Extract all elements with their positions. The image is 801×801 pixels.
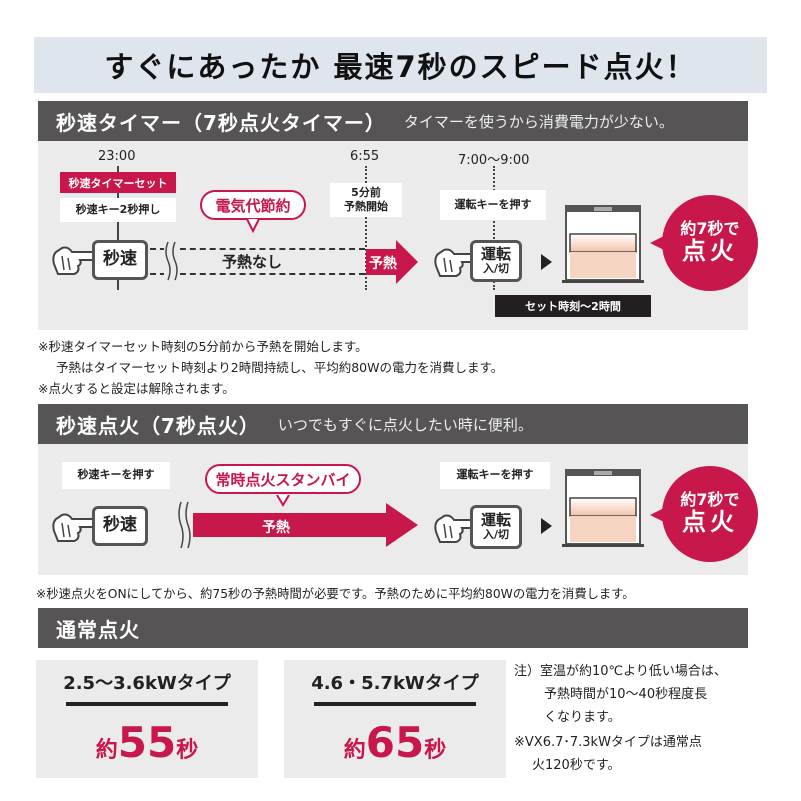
button-label: 運転 [480, 511, 511, 530]
preheat-arrow-label: 予熱 [369, 256, 397, 272]
kw-type-label: 2.5～3.6kWタイプ [63, 673, 231, 694]
timeline-marker [365, 166, 367, 290]
badge-line: 点火 [682, 237, 738, 266]
note-line: ※点火すると設定は解除されます。 [38, 381, 235, 396]
type-card: 4.6・5.7kWタイプ 約65秒 [284, 660, 506, 778]
pointing-hand-icon [50, 505, 98, 549]
standby-balloon: 常時点火スタンバイ [205, 464, 361, 494]
underline-divider [66, 702, 228, 706]
no-preheat-text: 予熱なし [222, 253, 283, 271]
press-byosoku-label: 秒速キーを押す [62, 462, 170, 489]
section-heading: 秒速点火（7秒点火） [56, 413, 260, 438]
badge-tail [650, 508, 664, 522]
pointing-hand-icon [50, 238, 98, 282]
ignite-badge: 約7秒で 点火 [662, 466, 758, 562]
byosoku-key-button: 秒速 [92, 506, 148, 546]
pointing-hand-icon [432, 506, 480, 550]
ignition-time: 約65秒 [284, 718, 506, 777]
timer-set-label: 秒速タイマーセット [60, 172, 176, 193]
button-sublabel: 入/切 [482, 262, 510, 276]
dashed-line [150, 248, 365, 250]
preheat-start-label: 5分前 予熱開始 [330, 183, 402, 217]
section-heading: 秒速タイマー（7秒点火タイマー） [56, 110, 386, 135]
seconds-value: 55 [117, 718, 177, 767]
note-line: 予熱時間が10～40秒程度長 [544, 687, 708, 702]
button-sublabel: 入/切 [482, 528, 510, 542]
section-header-normal: 通常点火 [38, 608, 748, 648]
pointing-hand-icon [432, 240, 480, 284]
button-label: 秒速 [103, 515, 137, 536]
prefix: 約 [343, 738, 366, 763]
byosoku-key-button: 秒速 [92, 240, 148, 280]
time-label: 7:00～9:00 [458, 153, 530, 168]
time-label: 23:00 [98, 149, 136, 164]
button-label: 秒速 [103, 249, 137, 270]
heater-icon [562, 204, 644, 292]
prefix: 約 [95, 738, 118, 763]
play-arrow-icon [541, 254, 552, 270]
label-line: 5分前 [351, 185, 381, 199]
note-line: ※秒速点火をONにしてから、約75秒の予熱時間が必要です。予熱のために平均約80… [36, 587, 635, 601]
note-line: くなります。 [544, 710, 621, 725]
heater-icon [562, 468, 644, 556]
timeline-marker [493, 166, 495, 290]
suffix: 秒 [176, 738, 199, 763]
section-subtitle: いつでもすぐに点火したい時に便利。 [277, 415, 533, 434]
kw-type-label: 4.6・5.7kWタイプ [311, 673, 479, 694]
duration-bar: セット時刻～2時間 [495, 295, 651, 317]
note-line: ※秒速タイマーセット時刻の5分前から予熱を開始します。 [38, 339, 368, 354]
break-mark-icon [164, 240, 180, 282]
run-key-button: 運転 入/切 [470, 240, 522, 282]
button-label: 運転 [480, 245, 511, 264]
note-line: 予熱はタイマーセット時刻より2時間持続し、平均約80Wの電力を消費します。 [56, 360, 504, 375]
balloon-tail [246, 218, 260, 237]
section-header-instant: 秒速点火（7秒点火） いつでもすぐに点火したい時に便利。 [38, 404, 748, 444]
badge-tail [650, 236, 664, 250]
break-mark-icon [177, 500, 193, 550]
time-label: 6:55 [350, 149, 380, 164]
note-line: 注）室温が約10℃より低い場合は、 [514, 664, 727, 679]
timeline-marker [117, 166, 119, 290]
balloon-tail [276, 492, 290, 511]
preheat-arrow-label: 予熱 [262, 520, 290, 536]
underline-divider [314, 702, 476, 706]
ignite-badge: 約7秒で 点火 [662, 195, 758, 291]
note-line: 火120秒です。 [532, 758, 621, 773]
hold-key-label: 秒速キー2秒押し [60, 198, 176, 222]
badge-line: 点火 [682, 508, 738, 537]
ignition-time: 約55秒 [36, 718, 258, 777]
note-line: ※VX6.7･7.3kWタイプは通常点 [514, 735, 702, 750]
run-key-button: 運転 入/切 [470, 505, 522, 549]
preheat-arrow [366, 240, 418, 288]
press-run-label: 運転キーを押す [440, 462, 550, 489]
section-subtitle: タイマーを使うから消費電力が少ない。 [403, 112, 674, 131]
section-header-timer: 秒速タイマー（7秒点火タイマー） タイマーを使うから消費電力が少ない。 [38, 101, 748, 141]
page-title: すぐにあったか 最速7秒のスピード点火！ [34, 37, 767, 93]
seconds-value: 65 [365, 718, 425, 767]
dashed-line [150, 273, 365, 275]
play-arrow-icon [541, 518, 552, 534]
type-card: 2.5～3.6kWタイプ 約55秒 [36, 660, 258, 778]
saving-balloon: 電気代節約 [200, 190, 306, 220]
label-line: 予熱開始 [344, 200, 388, 213]
preheat-arrow [190, 503, 418, 551]
press-run-label: 運転キーを押す [440, 190, 546, 220]
section-heading: 通常点火 [56, 617, 140, 642]
suffix: 秒 [424, 738, 447, 763]
badge-line: 約7秒で [680, 219, 740, 238]
badge-line: 約7秒で [680, 490, 740, 509]
